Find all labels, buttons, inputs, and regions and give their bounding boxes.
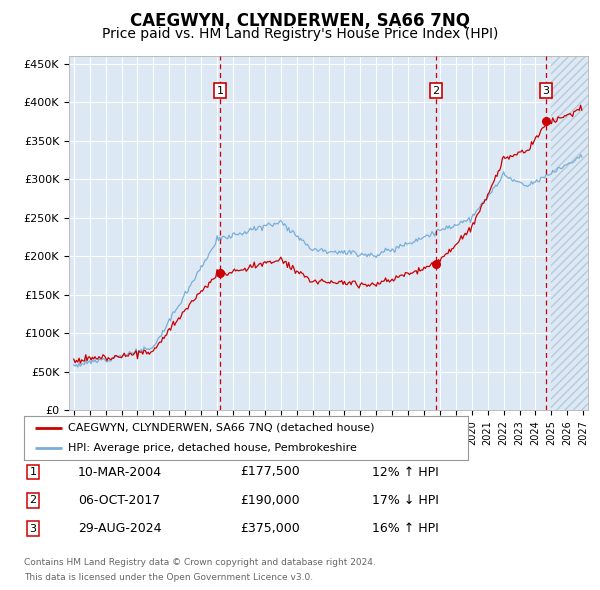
Text: This data is licensed under the Open Government Licence v3.0.: This data is licensed under the Open Gov… [24, 572, 313, 582]
Text: 2: 2 [29, 496, 37, 505]
Text: 12% ↑ HPI: 12% ↑ HPI [372, 466, 439, 478]
Text: 29-AUG-2024: 29-AUG-2024 [78, 522, 161, 535]
Text: CAEGWYN, CLYNDERWEN, SA66 7NQ: CAEGWYN, CLYNDERWEN, SA66 7NQ [130, 12, 470, 30]
Text: Contains HM Land Registry data © Crown copyright and database right 2024.: Contains HM Land Registry data © Crown c… [24, 558, 376, 568]
Text: £177,500: £177,500 [240, 466, 300, 478]
Text: 3: 3 [29, 524, 37, 533]
Text: 06-OCT-2017: 06-OCT-2017 [78, 494, 160, 507]
Text: 2: 2 [433, 86, 440, 96]
Text: CAEGWYN, CLYNDERWEN, SA66 7NQ (detached house): CAEGWYN, CLYNDERWEN, SA66 7NQ (detached … [68, 423, 375, 433]
Text: £375,000: £375,000 [240, 522, 300, 535]
Text: 1: 1 [217, 86, 224, 96]
Text: 17% ↓ HPI: 17% ↓ HPI [372, 494, 439, 507]
Text: Price paid vs. HM Land Registry's House Price Index (HPI): Price paid vs. HM Land Registry's House … [102, 27, 498, 41]
Bar [551, 56, 588, 410]
Text: 10-MAR-2004: 10-MAR-2004 [78, 466, 162, 478]
Bar [551, 56, 588, 410]
Text: HPI: Average price, detached house, Pembrokeshire: HPI: Average price, detached house, Pemb… [68, 443, 357, 453]
Text: 16% ↑ HPI: 16% ↑ HPI [372, 522, 439, 535]
Text: 1: 1 [29, 467, 37, 477]
Text: 3: 3 [542, 86, 550, 96]
Text: £190,000: £190,000 [240, 494, 299, 507]
